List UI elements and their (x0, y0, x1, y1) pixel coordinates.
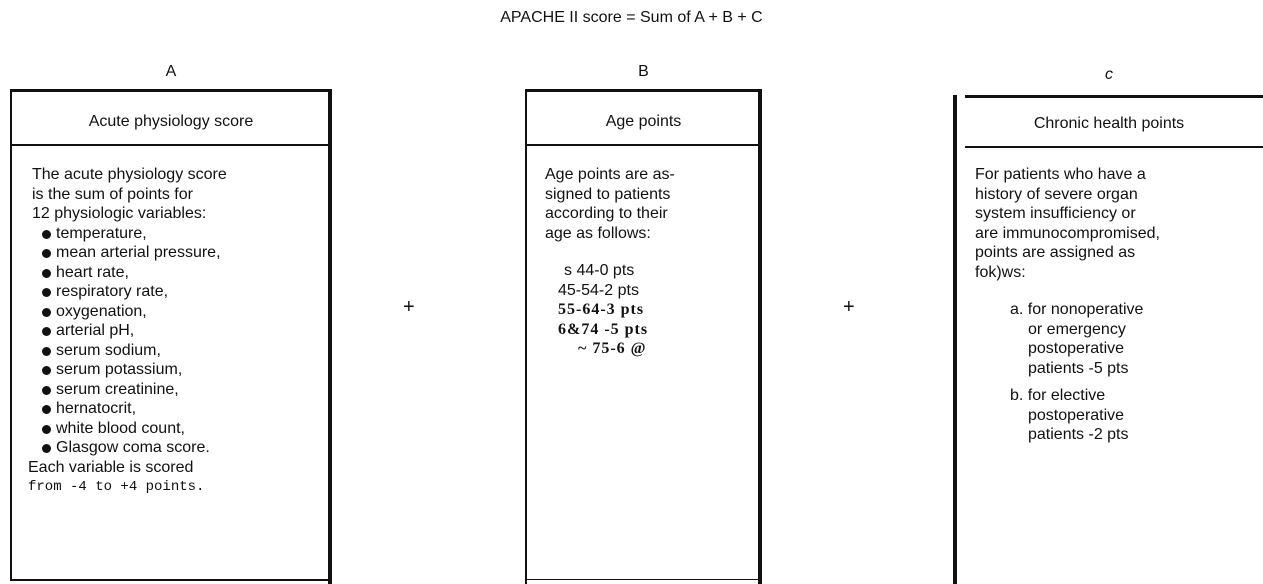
bullet (42, 229, 51, 239)
panel-heading: Chronic health points (1033, 115, 1185, 132)
text-line: history of severe organ (975, 185, 1138, 203)
divider (965, 146, 1263, 148)
text-line: points are assigned as (975, 244, 1136, 261)
text-line: system insufficiency or (975, 205, 1136, 222)
bullet (42, 268, 51, 278)
text-line: according to their (545, 205, 668, 222)
panel-letter: B (638, 63, 649, 80)
panel-letter: A (165, 63, 177, 80)
option-line: postoperative (1028, 406, 1125, 424)
text-line: Each variable is scored (28, 458, 194, 476)
list-item: serum potassium, (56, 361, 183, 378)
age-row: 6&74 -5 pts (558, 320, 649, 338)
list-item: respiratory rate, (56, 283, 169, 300)
bullet (42, 424, 51, 434)
bullet (42, 249, 51, 258)
list-item: serum creatinine, (56, 380, 179, 398)
text-line: is the sum of points for (32, 185, 193, 203)
age-row: ~ 75-6 @ (578, 340, 647, 357)
title: APACHE II score = Sum of A + B + C (500, 9, 763, 26)
border (953, 95, 957, 584)
border (525, 579, 762, 580)
text-line: from -4 to +4 points. (28, 479, 205, 495)
bullet (42, 307, 51, 317)
list-item: white blood count, (56, 419, 185, 437)
operator: + (403, 296, 415, 318)
list-item: heart rate, (56, 263, 129, 281)
border (328, 89, 332, 584)
panel-heading: Age points (605, 113, 682, 130)
panel-heading: Acute physiology score (88, 113, 254, 130)
option-line: patients -2 pts (1028, 426, 1129, 443)
text-line: are immunocompromised, (975, 224, 1160, 242)
age-row: s 44-0 pts (564, 262, 635, 279)
operator: + (843, 296, 855, 318)
bullet (42, 405, 51, 414)
list-item: Glasgow coma score. (56, 439, 210, 456)
option-line: a. for nonoperative (1010, 301, 1144, 318)
option-line: postoperative (1028, 340, 1125, 357)
bullet (42, 385, 51, 395)
divider (525, 144, 762, 146)
list-item: hernatocrit, (56, 400, 137, 417)
text-line: The acute physiology score (32, 166, 227, 183)
option-line: patients -5 pts (1028, 359, 1129, 377)
border (525, 89, 762, 92)
list-item: temperature, (56, 224, 147, 242)
text-line: age as follows: (545, 224, 651, 242)
divider (10, 144, 332, 146)
border (10, 579, 332, 581)
bullet (42, 346, 51, 356)
list-item: mean arterial pressure, (56, 244, 221, 261)
border (758, 89, 762, 584)
border (10, 89, 12, 581)
panel-letter: c (1105, 66, 1113, 83)
option-line: or emergency (1028, 320, 1126, 338)
age-row: 55-64-3 pts (558, 301, 645, 318)
border (965, 95, 1263, 98)
text-line: 12 physiologic variables: (32, 205, 207, 222)
text-line: For patients who have a (975, 166, 1146, 183)
age-row: 45-54-2 pts (558, 281, 639, 299)
bullet (42, 366, 51, 375)
list-item: oxygenation, (56, 302, 147, 320)
bullet (42, 327, 51, 336)
text-line: Age points are as- (545, 166, 675, 183)
bullet (42, 444, 51, 453)
border (10, 89, 332, 92)
bullet (42, 288, 51, 297)
list-item: serum sodium, (56, 341, 161, 359)
text-line: signed to patients (545, 185, 671, 203)
border (525, 89, 527, 584)
list-item: arterial pH, (56, 322, 135, 339)
option-line: b. for elective (1010, 387, 1106, 404)
text-line: fok)ws: (975, 263, 1026, 281)
